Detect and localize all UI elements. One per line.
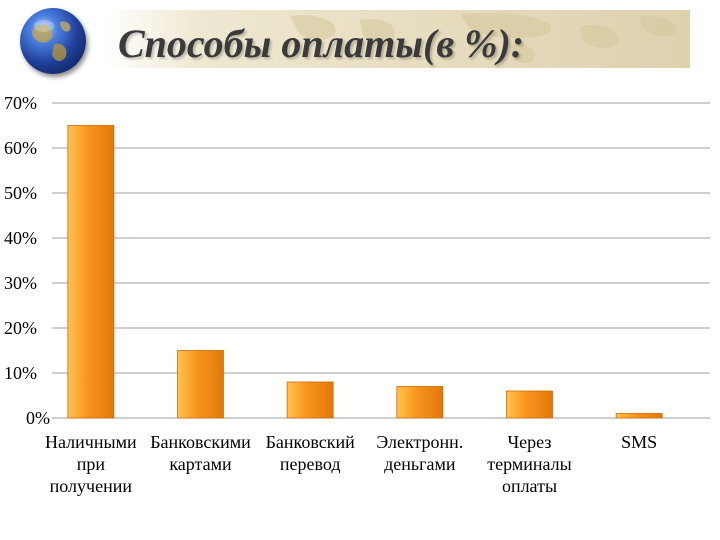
bar xyxy=(506,390,553,419)
y-tick-label: 20% xyxy=(4,318,37,338)
x-category-label: деньгами xyxy=(384,454,456,474)
y-tick-label: 10% xyxy=(4,363,37,383)
chart-title: Способы оплаты(в %): xyxy=(118,21,525,66)
title-banner xyxy=(40,10,690,68)
world-map-decoration xyxy=(290,12,676,64)
x-category-label: перевод xyxy=(280,454,341,474)
x-category-label: Наличными xyxy=(45,432,137,452)
x-category-label: получении xyxy=(50,476,133,496)
x-category-label: терминалы xyxy=(487,454,571,474)
bar xyxy=(615,413,663,419)
bar xyxy=(286,381,334,419)
y-tick-label: 50% xyxy=(4,183,37,203)
x-category-label: Банковский xyxy=(266,432,356,452)
x-category-label: Электронн. xyxy=(376,432,463,452)
x-category-label: SMS xyxy=(621,432,657,452)
x-category-label: картами xyxy=(169,454,232,474)
bar xyxy=(396,386,444,419)
x-category-label: при xyxy=(77,454,106,474)
y-tick-label: 60% xyxy=(4,138,37,158)
y-tick-label: 0% xyxy=(26,408,50,428)
x-category-label: Банковскими xyxy=(150,432,251,452)
bar xyxy=(177,350,224,419)
y-tick-label: 70% xyxy=(4,93,37,113)
globe-icon xyxy=(20,8,86,74)
y-tick-label: 40% xyxy=(4,228,37,248)
bar xyxy=(67,125,115,419)
x-category-label: оплаты xyxy=(502,476,557,496)
x-category-label: Через xyxy=(507,432,551,452)
y-tick-label: 30% xyxy=(4,273,37,293)
